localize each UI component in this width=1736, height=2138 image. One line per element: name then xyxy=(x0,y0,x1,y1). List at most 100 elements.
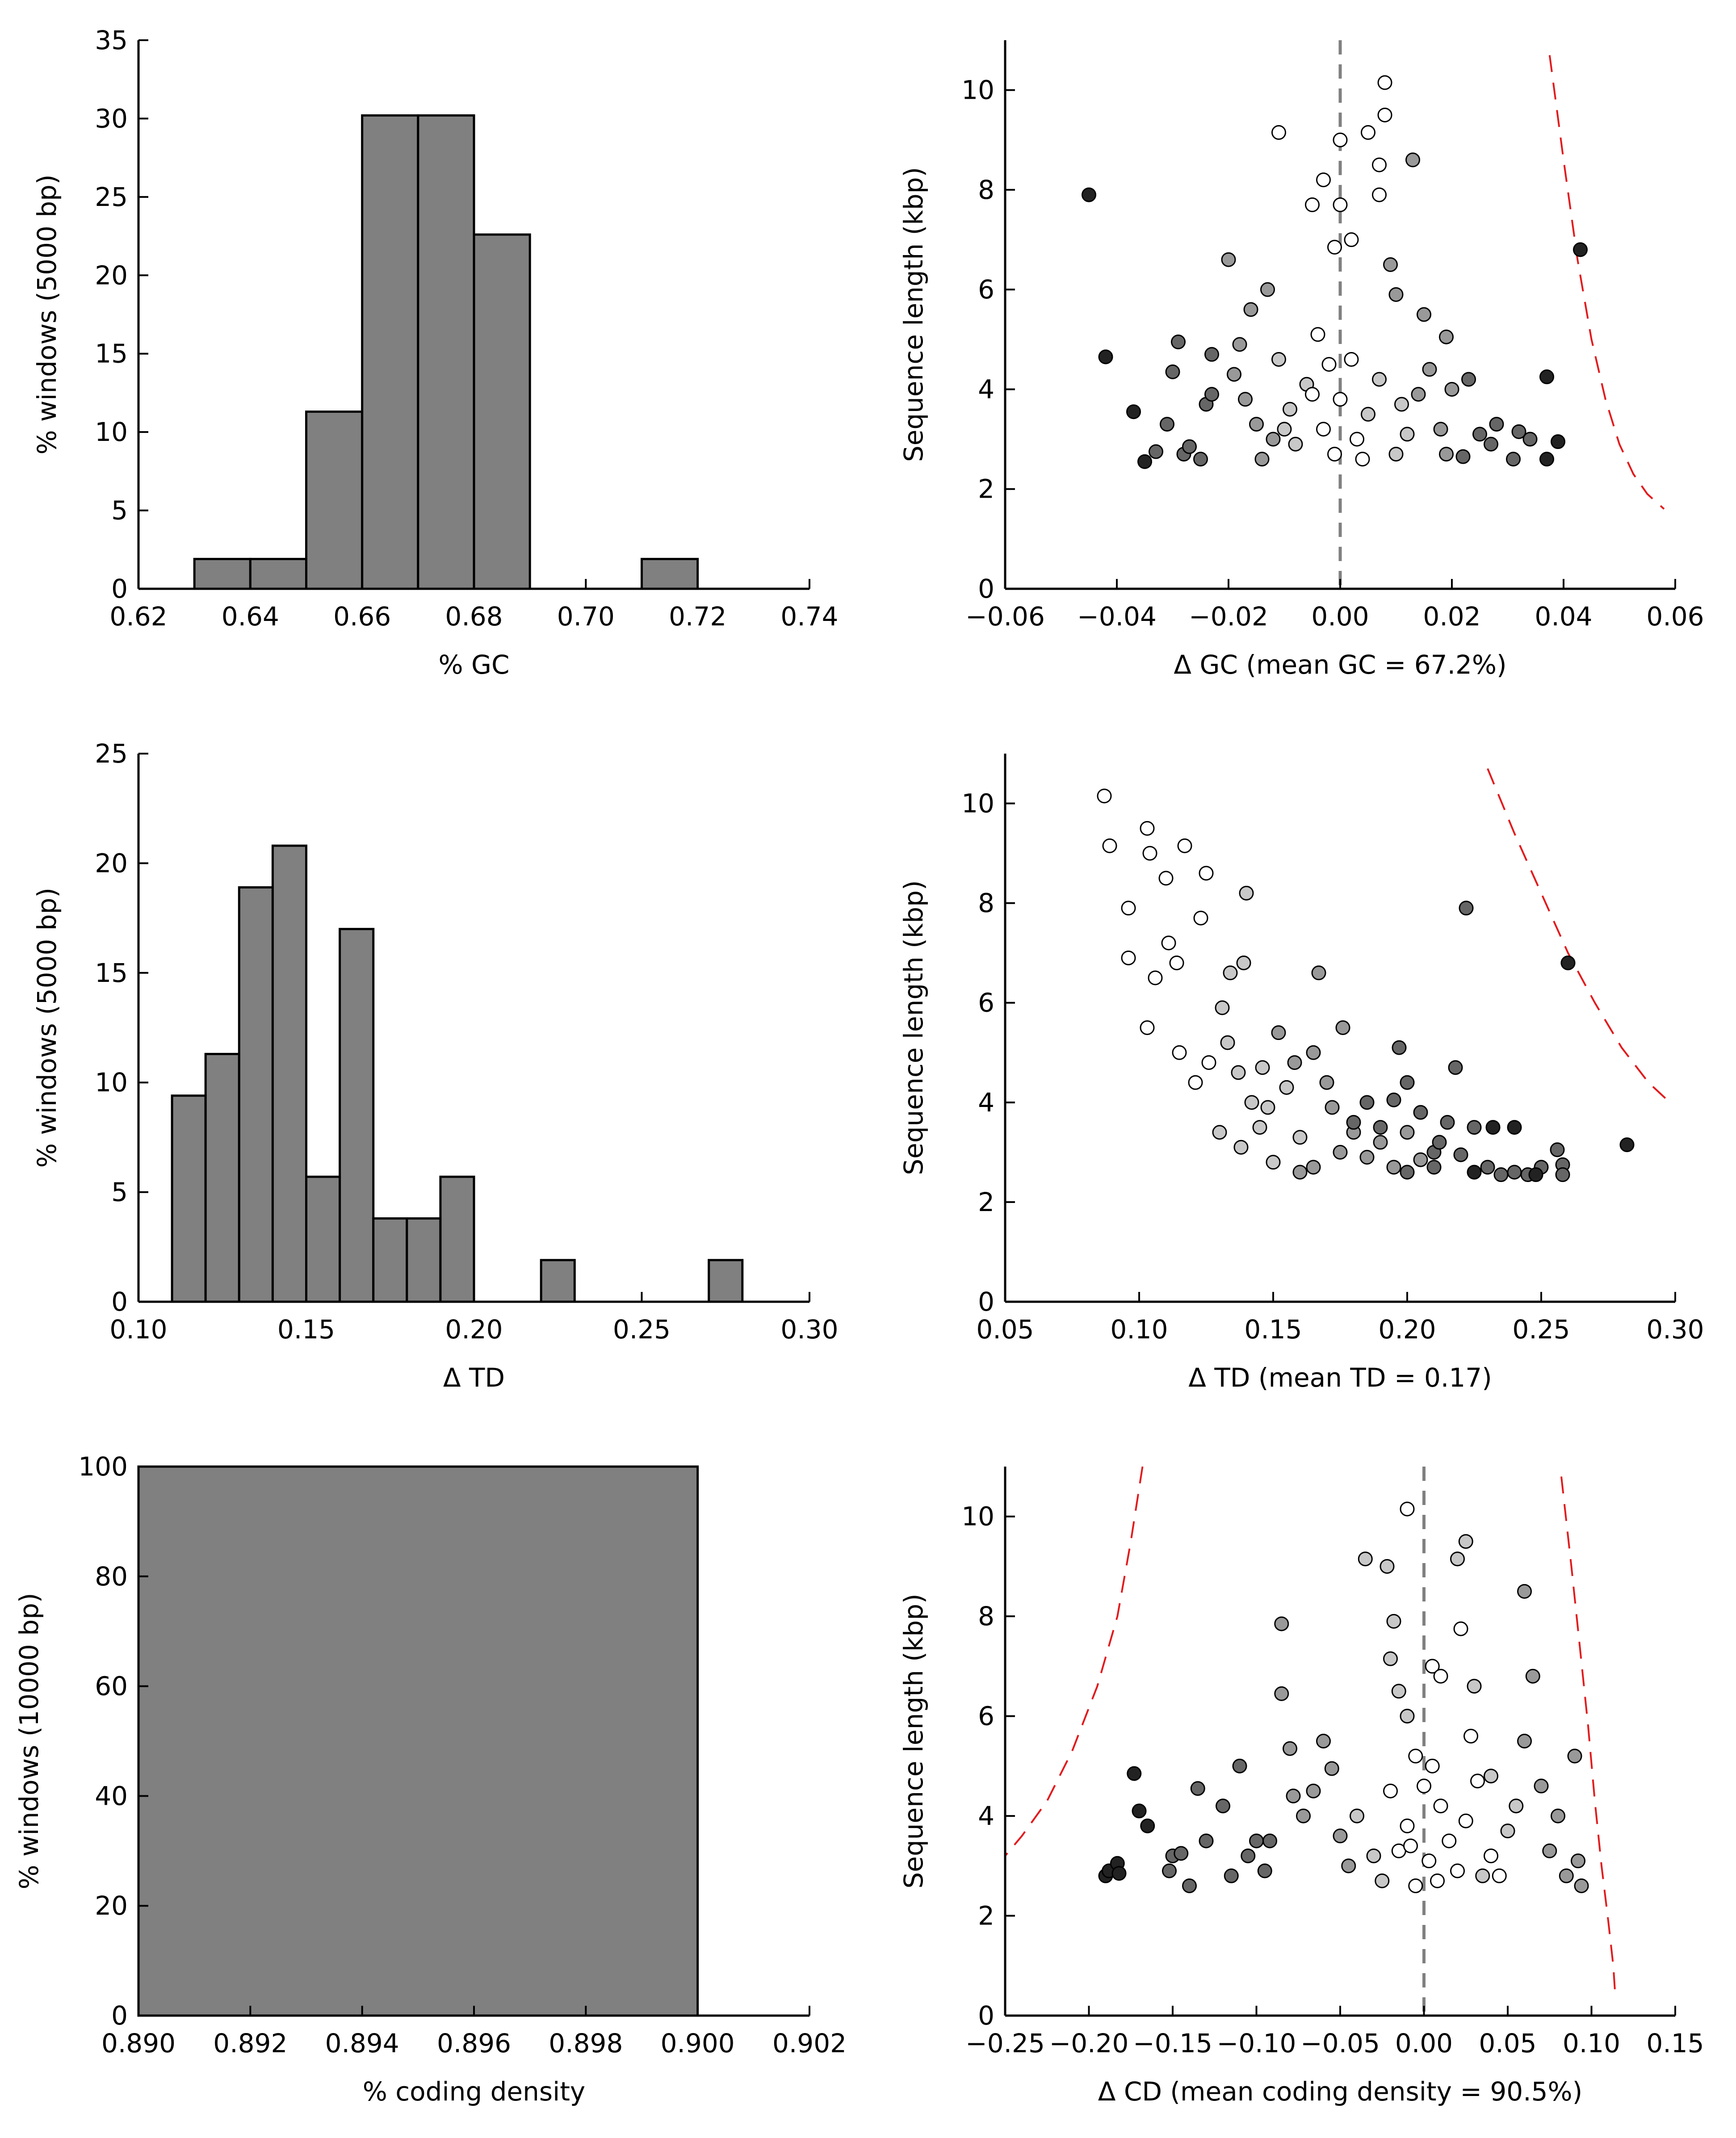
x-tick-label: −0.10 xyxy=(1217,2028,1296,2058)
data-point xyxy=(1140,1020,1155,1035)
y-tick-label: 20 xyxy=(95,260,128,290)
data-point xyxy=(1375,1873,1390,1888)
data-point xyxy=(1439,447,1454,462)
data-point xyxy=(1227,367,1241,382)
y-tick-label: 0 xyxy=(111,574,128,604)
y-tick-label: 6 xyxy=(978,274,994,305)
data-point xyxy=(1252,1120,1267,1135)
histogram-bar xyxy=(305,411,364,590)
data-point xyxy=(1571,1853,1585,1869)
x-tick-label: 0.00 xyxy=(1311,601,1369,632)
data-point xyxy=(1288,436,1303,452)
data-point xyxy=(1238,392,1253,407)
data-point xyxy=(1333,1828,1348,1844)
data-point xyxy=(1386,1092,1401,1107)
panel-cd-histogram: % coding density % windows (10000 bp) 0.… xyxy=(14,1451,847,2107)
data-point xyxy=(1507,1120,1522,1135)
data-point xyxy=(1539,369,1554,385)
data-point xyxy=(1383,1783,1398,1798)
histogram-bar xyxy=(439,1175,475,1303)
x-tick-label: 0.02 xyxy=(1423,601,1480,632)
data-point xyxy=(1467,1120,1482,1135)
histogram-bar xyxy=(271,844,308,1303)
data-point xyxy=(1316,1734,1331,1748)
y-tick-label: 30 xyxy=(95,103,128,134)
x-tick-label: 0.15 xyxy=(1646,2028,1704,2058)
panel-td-scatter: Δ TD (mean TD = 0.17) Sequence length (k… xyxy=(898,754,1704,1393)
data-point xyxy=(1283,402,1297,417)
x-tick-label: 0.15 xyxy=(277,1314,335,1345)
y-tick-label: 6 xyxy=(978,988,994,1018)
data-point xyxy=(1126,404,1141,419)
data-point xyxy=(1271,1025,1286,1040)
y-tick-label: 2 xyxy=(978,474,994,504)
histogram-bar xyxy=(417,114,475,590)
data-point xyxy=(1286,1788,1301,1803)
data-point xyxy=(1241,1848,1256,1863)
y-axis-label: Sequence length (kbp) xyxy=(898,167,929,462)
data-point xyxy=(1310,327,1325,342)
x-tick-label: 0.25 xyxy=(613,1314,671,1345)
data-point xyxy=(1121,901,1136,916)
data-point xyxy=(1403,1838,1418,1853)
x-axis-label: Δ CD (mean coding density = 90.5%) xyxy=(1098,2076,1583,2107)
data-point xyxy=(1400,1125,1415,1140)
data-point xyxy=(1204,387,1219,402)
data-point xyxy=(1509,1798,1524,1814)
data-point xyxy=(1470,1773,1485,1789)
data-point xyxy=(1121,950,1136,965)
data-point xyxy=(1433,1668,1448,1684)
data-point xyxy=(1102,838,1117,853)
x-tick-label: −0.05 xyxy=(1300,2028,1380,2058)
data-point xyxy=(1372,187,1387,202)
data-point xyxy=(1254,452,1270,467)
data-point xyxy=(1484,436,1498,452)
data-point xyxy=(1400,1709,1415,1724)
data-point xyxy=(1306,1783,1321,1798)
x-axis-label: % coding density xyxy=(363,2076,586,2107)
data-point xyxy=(1260,1100,1275,1115)
data-point xyxy=(1292,1165,1308,1180)
data-point xyxy=(1394,397,1409,412)
data-point xyxy=(1463,1728,1478,1744)
data-point xyxy=(1355,452,1370,467)
y-tick-label: 8 xyxy=(978,175,994,205)
data-point xyxy=(1400,427,1415,442)
data-point xyxy=(1511,424,1526,439)
data-point xyxy=(1534,1778,1549,1794)
data-point xyxy=(1450,1551,1465,1567)
x-tick-label: −0.06 xyxy=(965,601,1045,632)
data-point xyxy=(1542,1843,1557,1858)
x-tick-label: −0.02 xyxy=(1189,601,1268,632)
data-point xyxy=(1359,1095,1375,1110)
histogram-bar xyxy=(641,558,699,590)
x-tick-label: 0.30 xyxy=(780,1314,838,1345)
x-tick-label: 0.30 xyxy=(1646,1314,1704,1345)
y-tick-label: 4 xyxy=(978,1801,994,1831)
y-tick-label: 0 xyxy=(111,1287,128,1317)
y-tick-label: 5 xyxy=(111,495,128,526)
data-point xyxy=(1142,846,1157,861)
data-point xyxy=(1190,1781,1205,1796)
histogram-bar xyxy=(708,1259,744,1303)
data-point xyxy=(1411,387,1426,402)
y-axis-label: % windows (5000 bp) xyxy=(32,888,62,1168)
data-point xyxy=(1316,422,1331,437)
data-point xyxy=(1517,1734,1532,1748)
data-point xyxy=(1361,125,1375,140)
panel-cd-scatter: Δ CD (mean coding density = 90.5%) Seque… xyxy=(898,1466,1704,2107)
data-point xyxy=(1193,452,1208,467)
x-tick-label: 0.05 xyxy=(1479,2028,1536,2058)
data-point xyxy=(1132,1803,1147,1819)
data-point xyxy=(1274,1686,1289,1701)
data-point xyxy=(1350,1808,1364,1824)
y-axis-label: Sequence length (kbp) xyxy=(898,1593,929,1888)
histogram-bar xyxy=(473,233,531,590)
data-point xyxy=(1324,1761,1339,1776)
data-point xyxy=(1522,432,1538,447)
x-tick-label: 0.10 xyxy=(1563,2028,1620,2058)
histogram-bar xyxy=(204,1052,240,1303)
x-tick-label: 0.902 xyxy=(772,2028,847,2058)
data-point xyxy=(1344,232,1359,247)
data-point xyxy=(1388,447,1404,462)
